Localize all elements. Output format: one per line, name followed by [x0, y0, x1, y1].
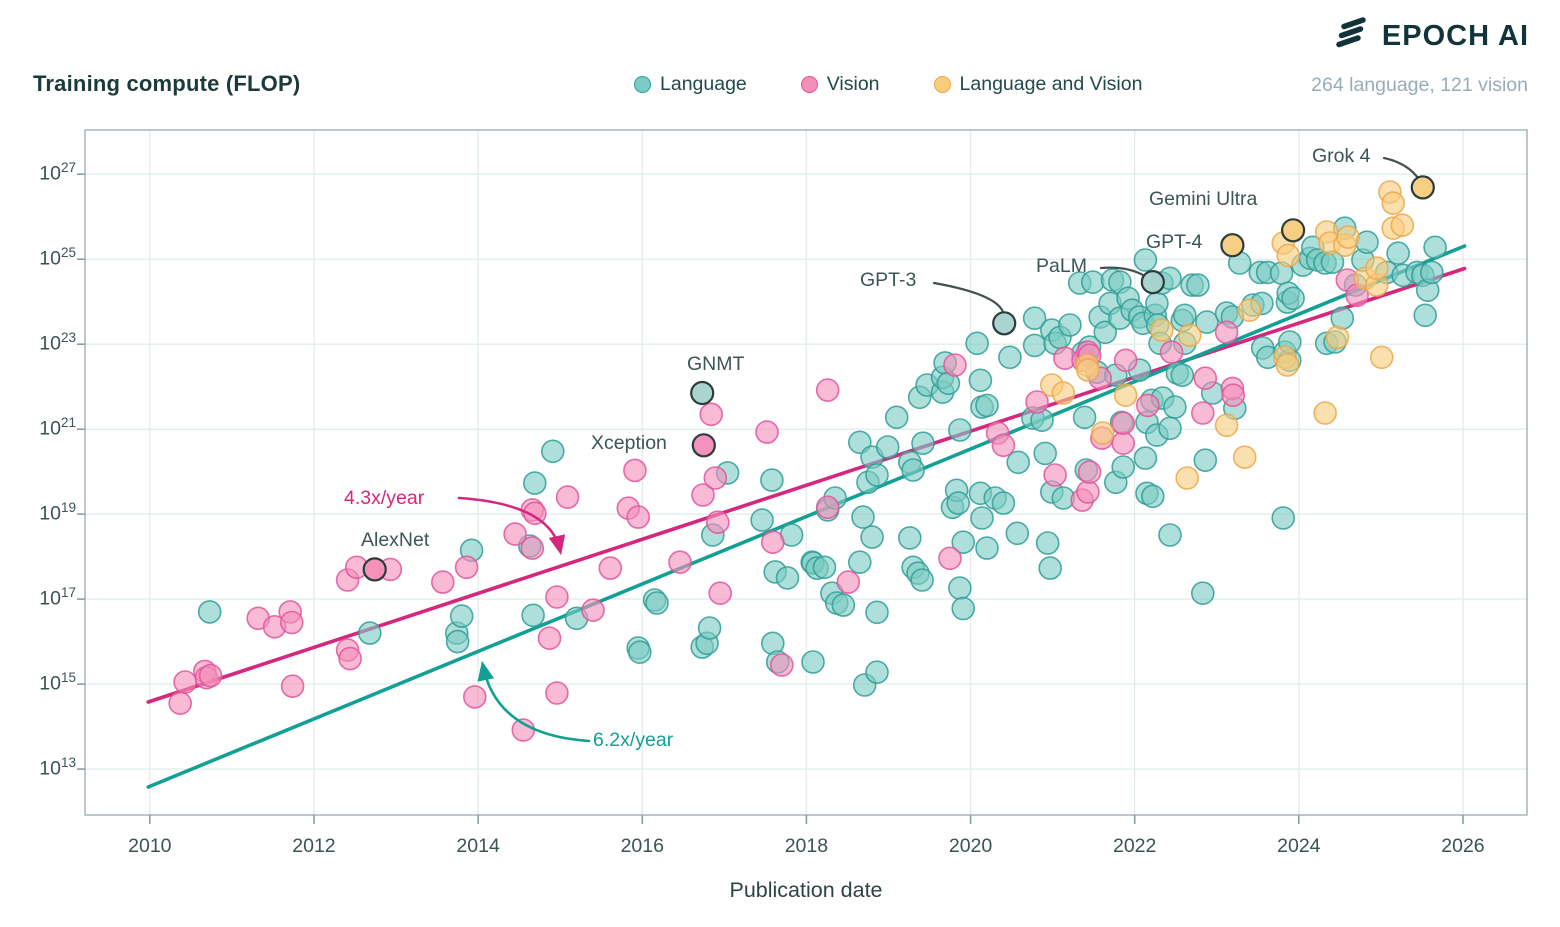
x-tick-label: 2016	[620, 835, 664, 857]
trend-arrow	[477, 660, 591, 743]
annotation-leader	[932, 281, 1005, 314]
x-axis-label: Publication date	[729, 878, 883, 902]
annotation-label-gpt-3: GPT-3	[860, 269, 917, 291]
annotated-point	[691, 433, 716, 458]
annotation-label-xception: Xception	[591, 432, 667, 454]
annotated-point	[362, 557, 387, 582]
trend-label-6-2x-year: 6.2x/year	[593, 729, 674, 751]
x-tick-label: 2024	[1277, 835, 1321, 857]
x-tick-label: 2014	[456, 835, 500, 857]
annotated-point	[690, 380, 715, 406]
language-and-vision-dot-icon	[933, 76, 951, 93]
x-tick-label: 2018	[784, 835, 829, 857]
trend-line	[146, 244, 1467, 789]
x-tick-label: 2022	[1112, 835, 1157, 857]
annotation-leader	[1382, 156, 1420, 180]
legend: Language Vision Language and Vision	[634, 73, 1142, 96]
legend-item-language[interactable]: Language	[634, 73, 747, 96]
annotation-label-alexnet: AlexNet	[361, 529, 430, 551]
annotated-point	[1410, 175, 1435, 200]
annotation-label-gpt-4: GPT-4	[1146, 231, 1203, 253]
annotation-label-gnmt: GNMT	[687, 353, 745, 375]
x-tick-label: 2012	[292, 835, 336, 857]
brand-wordmark: EPOCH AI	[1381, 20, 1529, 52]
y-tick-label: 1023	[39, 330, 76, 355]
x-tick-label: 2010	[128, 835, 172, 857]
trend-arrow	[457, 496, 566, 556]
legend-item-label: Vision	[826, 73, 880, 95]
scatter-vision	[168, 268, 1369, 742]
model-count-summary: 264 language, 121 vision	[1311, 74, 1528, 96]
annotation-label-grok-4: Grok 4	[1312, 145, 1371, 167]
epoch-ai-logo-icon	[1332, 14, 1372, 59]
vision-dot-icon	[800, 76, 818, 93]
x-tick-label: 2020	[948, 835, 993, 857]
annotation-label-gemini-ultra: Gemini Ultra	[1149, 188, 1258, 210]
y-tick-label: 1027	[39, 160, 76, 185]
y-tick-label: 1017	[39, 585, 76, 610]
y-tick-label: 1013	[39, 755, 76, 780]
annotated-point	[1280, 218, 1306, 243]
trend-label-4-3x-year: 4.3x/year	[344, 487, 425, 509]
annotation-leader	[1099, 266, 1145, 277]
y-tick-label: 1019	[39, 500, 76, 525]
annotation-label-palm: PaLM	[1036, 255, 1087, 277]
legend-item-vision[interactable]: Vision	[800, 73, 880, 96]
chart-title: Training compute (FLOP)	[33, 71, 301, 96]
axis-ticks	[77, 173, 1464, 824]
y-tick-label: 1015	[39, 670, 76, 695]
legend-item-label: Language and Vision	[959, 73, 1143, 95]
y-tick-label: 1021	[39, 415, 76, 440]
annotated-point	[1140, 270, 1165, 295]
language-dot-icon	[634, 76, 651, 93]
legend-item-language-and-vision[interactable]: Language and Vision	[933, 73, 1143, 96]
annotated-point	[1220, 233, 1245, 258]
x-tick-label: 2026	[1441, 835, 1485, 857]
gridlines	[85, 130, 1527, 815]
epoch-ai-brand[interactable]: EPOCH AI	[1332, 14, 1529, 59]
legend-item-label: Language	[660, 73, 747, 95]
y-tick-label: 1025	[39, 245, 76, 270]
annotated-point	[992, 311, 1017, 336]
